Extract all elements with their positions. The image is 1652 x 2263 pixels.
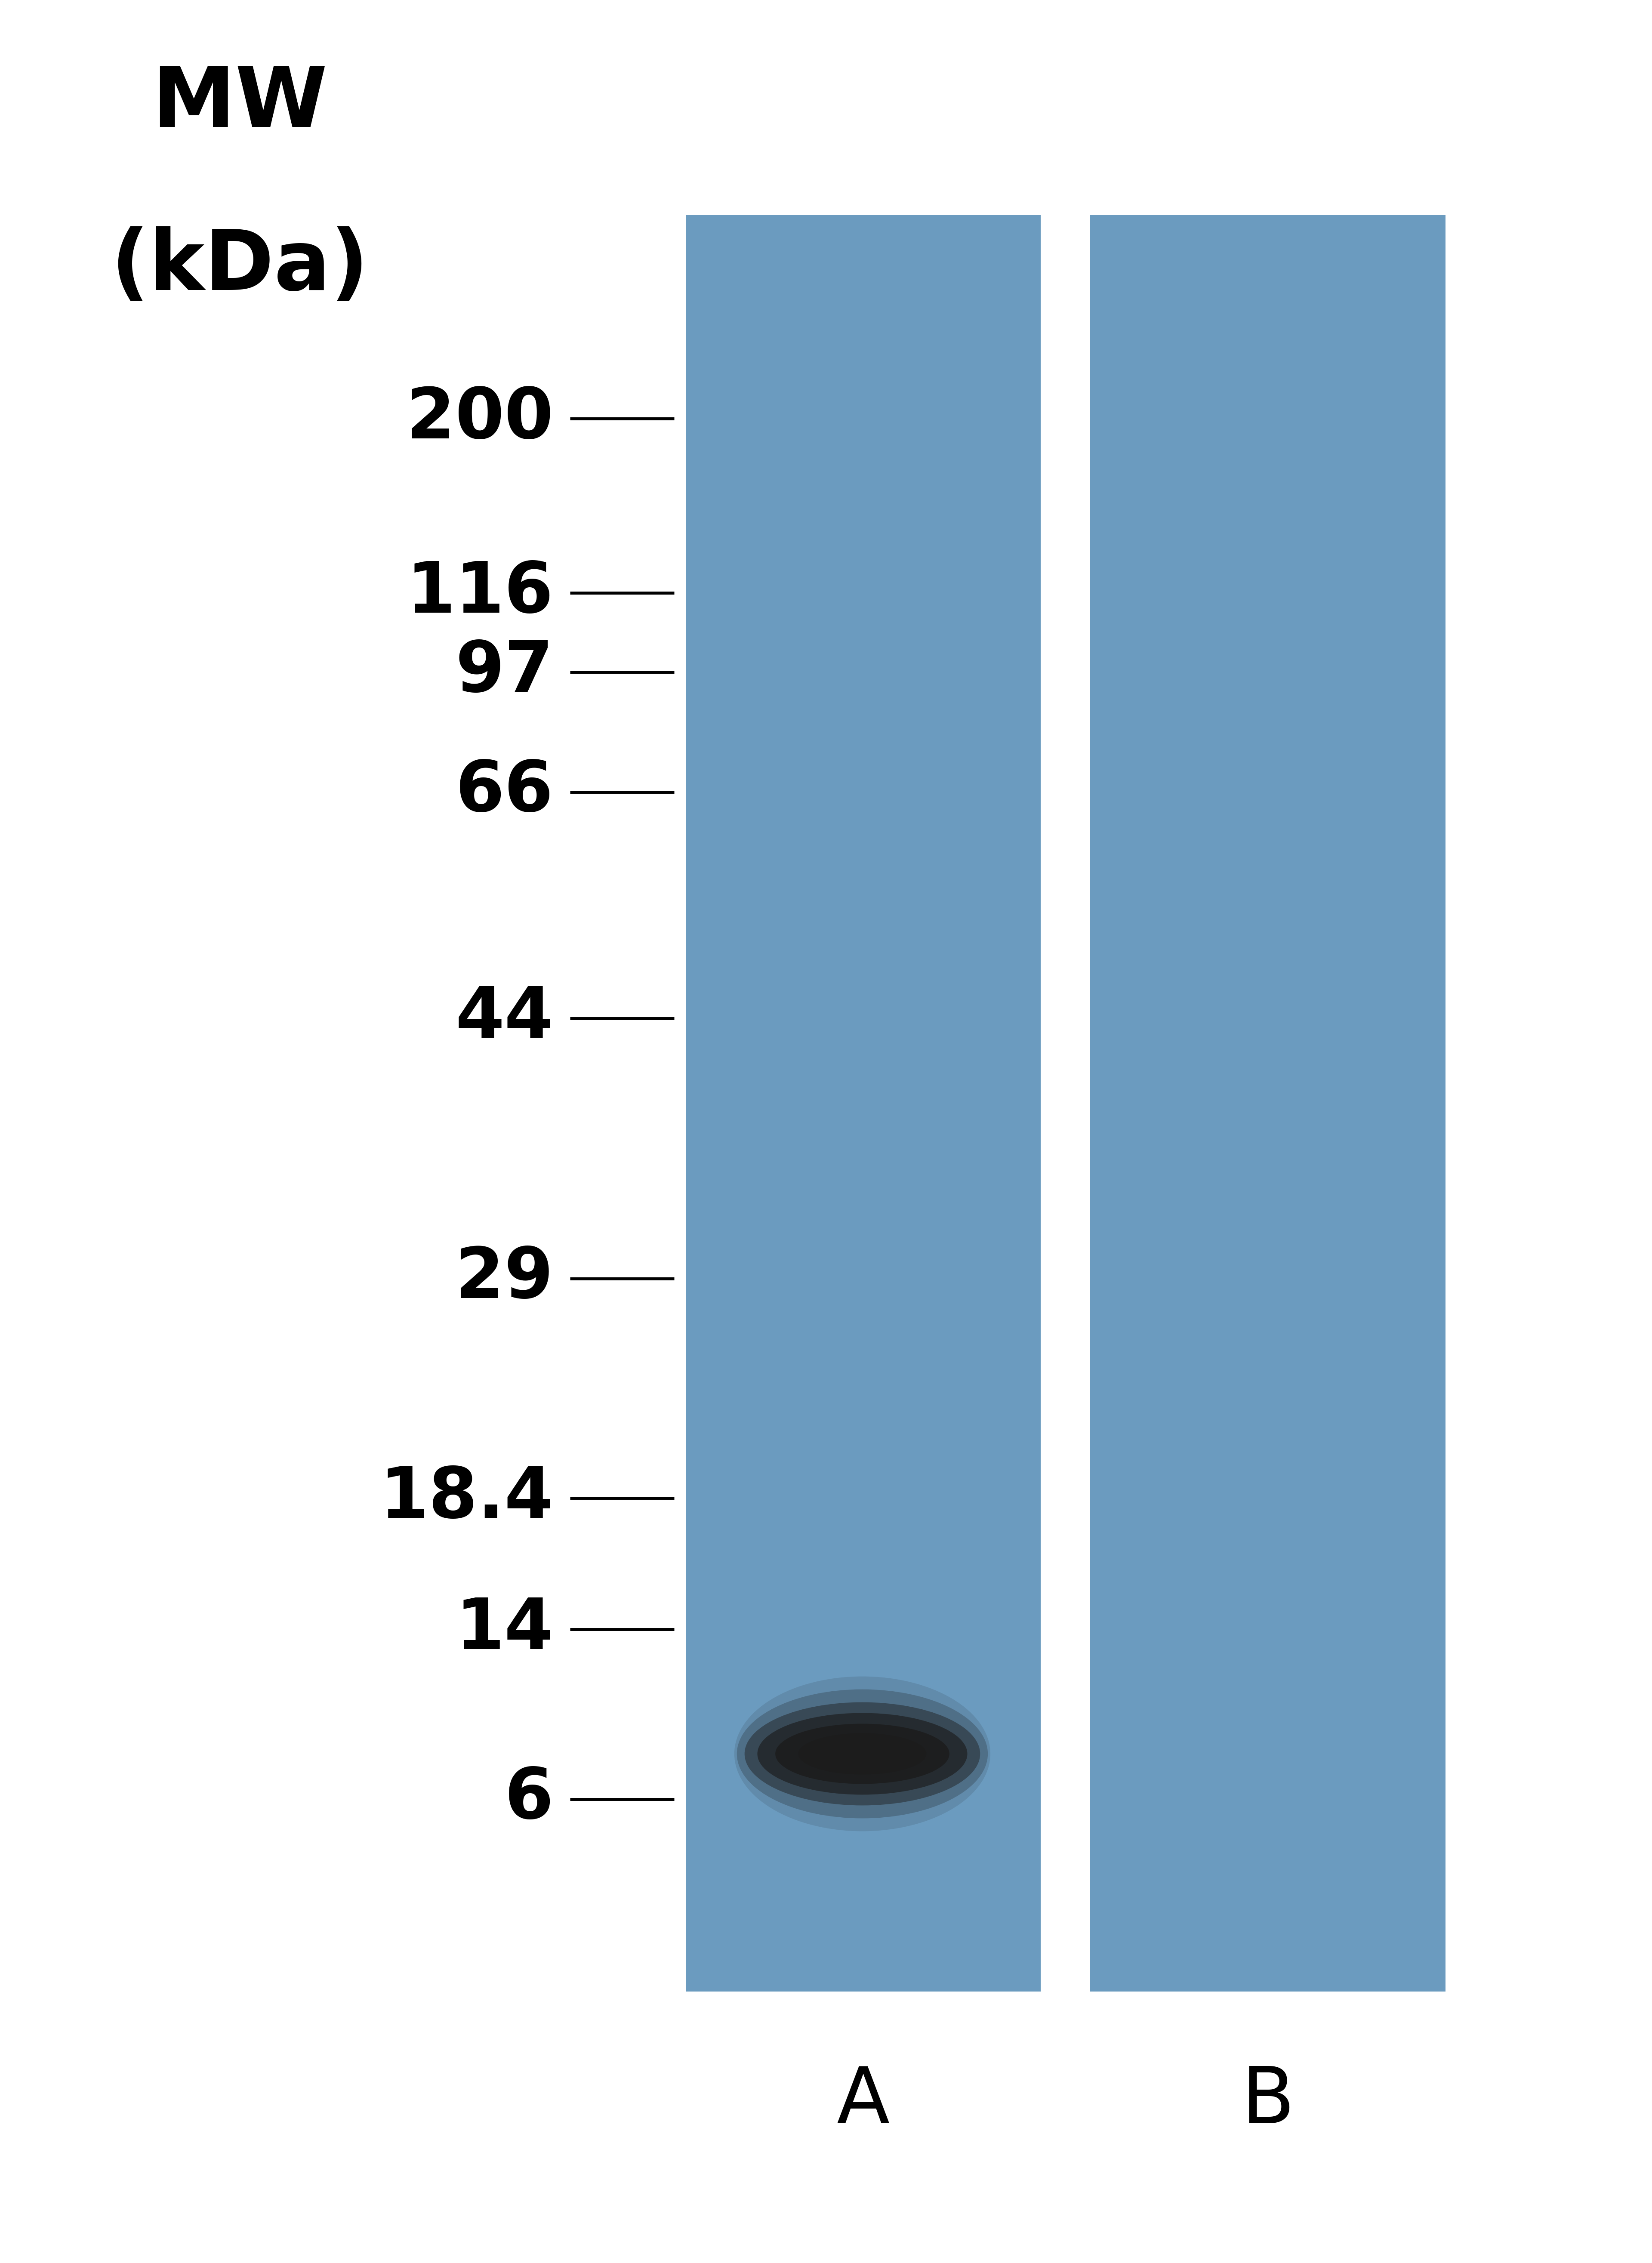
Text: 18.4: 18.4	[380, 1464, 553, 1532]
Ellipse shape	[798, 1733, 927, 1774]
Text: 14: 14	[456, 1595, 553, 1663]
Text: 97: 97	[456, 638, 553, 706]
Ellipse shape	[775, 1724, 950, 1783]
Text: 200: 200	[406, 385, 553, 453]
Ellipse shape	[821, 1743, 904, 1765]
Text: (kDa): (kDa)	[111, 226, 368, 308]
Bar	[686, 215, 1041, 1991]
Text: 29: 29	[456, 1245, 553, 1313]
Ellipse shape	[745, 1702, 980, 1806]
Ellipse shape	[757, 1713, 968, 1795]
Ellipse shape	[737, 1688, 988, 1819]
Bar	[1090, 215, 1446, 1991]
Text: 116: 116	[406, 559, 553, 627]
Text: 66: 66	[456, 758, 553, 826]
Text: 44: 44	[456, 984, 553, 1052]
Text: B: B	[1241, 2064, 1295, 2139]
Text: 6: 6	[504, 1765, 553, 1833]
Ellipse shape	[733, 1677, 990, 1831]
Text: MW: MW	[152, 63, 327, 145]
Text: A: A	[836, 2064, 890, 2139]
